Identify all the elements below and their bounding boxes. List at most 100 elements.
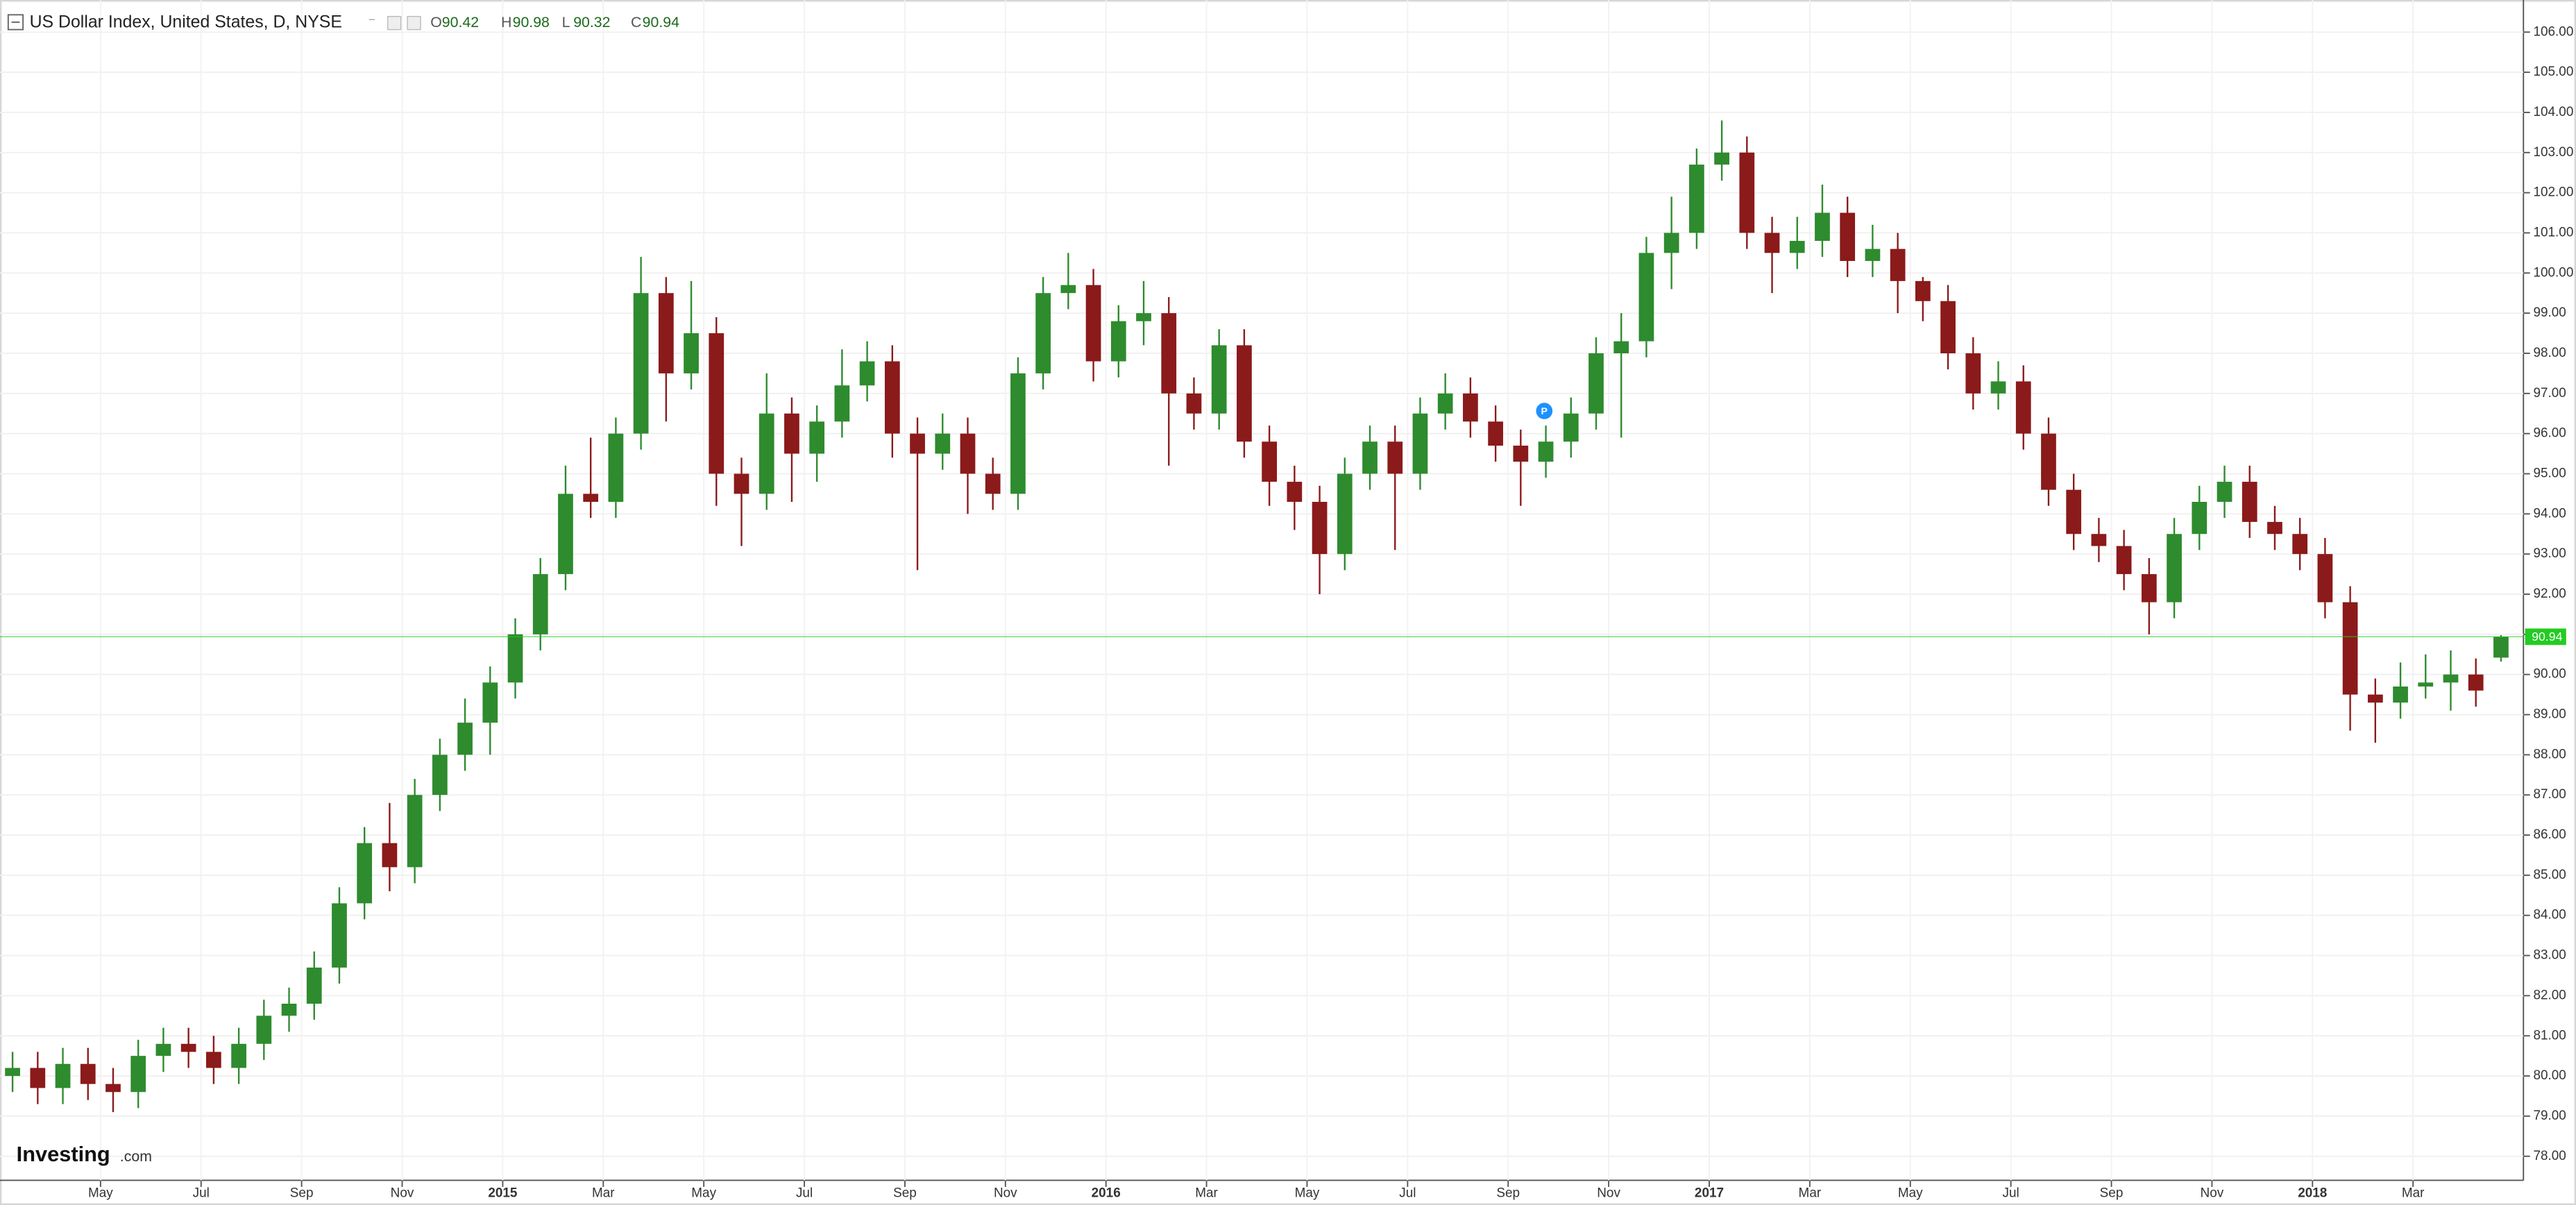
candle-body xyxy=(532,574,548,634)
candle-body xyxy=(884,361,900,434)
y-tick-label: 95.00 xyxy=(2533,466,2566,481)
y-tick-label: 82.00 xyxy=(2533,988,2566,1002)
collapse-icon[interactable] xyxy=(7,14,24,31)
candle-body xyxy=(206,1052,221,1068)
candle-body xyxy=(1387,441,1403,474)
candle-body xyxy=(2242,482,2257,522)
dropdown-caret[interactable]: ⁻ xyxy=(368,14,375,31)
x-tick-label: Jul xyxy=(1399,1186,1416,1200)
ohlc-key: C xyxy=(631,14,641,31)
y-tick-label: 85.00 xyxy=(2533,868,2566,882)
candle-body xyxy=(1538,441,1554,462)
candle-body xyxy=(1488,421,1503,446)
event-marker[interactable] xyxy=(1536,403,1553,419)
ohlc-readout: O 90.42 H 90.98 L 90.32 C 90.94 xyxy=(430,14,679,31)
candle-body xyxy=(281,1003,297,1016)
grid xyxy=(0,0,2524,1181)
candle-body xyxy=(155,1043,171,1056)
x-tick-label: Mar xyxy=(2402,1186,2425,1200)
x-tick-label: Jul xyxy=(193,1186,210,1200)
candle-body xyxy=(859,361,875,386)
y-tick-label: 81.00 xyxy=(2533,1028,2566,1043)
candle-body xyxy=(2141,574,2157,602)
y-tick-label: 97.00 xyxy=(2533,386,2566,401)
candles xyxy=(0,120,2524,1113)
candle-body xyxy=(1186,393,1202,414)
candle-body xyxy=(1714,152,1729,165)
y-tick-label: 94.00 xyxy=(2533,506,2566,521)
ohlc-key: L xyxy=(562,14,570,31)
candle-body xyxy=(1110,321,1126,362)
settings-icon[interactable] xyxy=(387,15,402,31)
candle-body xyxy=(1915,280,1931,301)
candle-body xyxy=(2317,554,2333,602)
close-icon[interactable] xyxy=(407,15,421,31)
candle-body xyxy=(2468,674,2484,691)
candle-body xyxy=(985,473,1001,494)
y-tick-label: 89.00 xyxy=(2533,707,2566,722)
y-tick-label: 93.00 xyxy=(2533,546,2566,561)
candle-body xyxy=(1613,341,1629,353)
candle-body xyxy=(432,755,448,795)
x-tick-label: Nov xyxy=(2201,1186,2224,1200)
candle-body xyxy=(658,293,674,373)
candle-body xyxy=(2443,674,2459,683)
candle-body xyxy=(2418,682,2434,687)
last-price-badge xyxy=(2525,628,2566,646)
candle-body xyxy=(1663,233,1679,253)
x-tick-label: Sep xyxy=(893,1186,917,1200)
candle-body xyxy=(809,421,825,454)
candle-body xyxy=(1563,413,1579,442)
candle-body xyxy=(1689,165,1704,233)
candle-body xyxy=(1287,482,1303,502)
logo: Investing xyxy=(17,1142,110,1166)
candle-body xyxy=(910,433,925,454)
candle-body xyxy=(1865,248,1881,261)
ohlc-value: 90.32 xyxy=(573,14,610,31)
candle-body xyxy=(2116,546,2132,575)
candle-body xyxy=(834,385,850,422)
x-tick-label: Mar xyxy=(1799,1186,1822,1200)
candle-body xyxy=(2041,433,2056,490)
candle-body xyxy=(1588,353,1604,414)
candle-body xyxy=(5,1068,20,1077)
candle-body xyxy=(457,723,473,755)
x-tick-label: May xyxy=(88,1186,113,1200)
candle-body xyxy=(407,795,423,868)
x-tick-label: Nov xyxy=(994,1186,1017,1200)
candle-body xyxy=(709,333,724,474)
candle-body xyxy=(1990,381,2006,394)
axes: 78.00 79.00 80.00 81.00 82.00 83.00 84.00 85.00… xyxy=(88,24,2573,1200)
candle-body xyxy=(608,433,624,502)
y-tick-label: 101.00 xyxy=(2533,225,2573,239)
x-tick-label: 2017 xyxy=(1695,1186,1724,1200)
x-tick-label: 2018 xyxy=(2298,1186,2327,1200)
y-tick-label: 100.00 xyxy=(2533,265,2573,280)
candle-body xyxy=(759,413,774,494)
y-tick-label: 86.00 xyxy=(2533,827,2566,842)
ohlc-value: 90.42 xyxy=(442,14,479,31)
candle-body xyxy=(180,1043,196,1052)
y-tick-label: 96.00 xyxy=(2533,426,2566,441)
candle-body xyxy=(1412,413,1428,474)
x-tick-label: Jul xyxy=(2003,1186,2019,1200)
candle-body xyxy=(784,413,799,454)
y-tick-label: 83.00 xyxy=(2533,948,2566,963)
candle-body xyxy=(1940,301,1956,353)
candle-body xyxy=(1789,241,1805,253)
candle-body xyxy=(1010,373,1026,494)
candle-body xyxy=(1965,353,1981,394)
candle-body xyxy=(30,1068,46,1088)
y-tick-label: 80.00 xyxy=(2533,1068,2566,1083)
y-tick-label: 90.00 xyxy=(2533,667,2566,682)
x-tick-label: May xyxy=(691,1186,716,1200)
candle-body xyxy=(2066,489,2082,534)
candle-body xyxy=(558,494,573,575)
x-tick-label: May xyxy=(1898,1186,1923,1200)
ohlc-value: 90.94 xyxy=(643,14,679,31)
candle-body xyxy=(2493,637,2509,658)
candle-body xyxy=(1840,212,1856,261)
candle-body xyxy=(2217,482,2232,502)
